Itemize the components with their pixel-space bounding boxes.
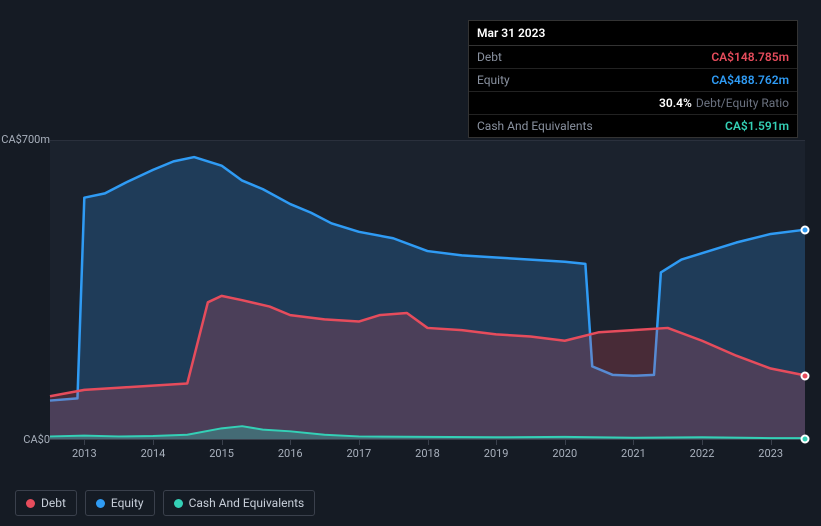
chart-tooltip: Mar 31 2023 DebtCA$148.785mEquityCA$488.… (468, 20, 798, 138)
y-axis-label: CA$700m (1, 133, 50, 146)
x-tick-mark (290, 440, 291, 445)
legend-item-cash[interactable]: Cash And Equivalents (163, 490, 316, 516)
x-tick-mark (153, 440, 154, 445)
x-axis-label: 2014 (141, 447, 166, 460)
x-axis-label: 2015 (209, 447, 234, 460)
tooltip-row-value: CA$488.762m (711, 73, 789, 87)
x-axis-label: 2013 (72, 447, 97, 460)
x-axis-label: 2018 (415, 447, 440, 460)
x-axis-label: 2019 (484, 447, 509, 460)
tooltip-row-label: Debt (477, 50, 711, 64)
x-axis-label: 2020 (552, 447, 577, 460)
x-tick-mark (359, 440, 360, 445)
debt-equity-chart: 2013 2014 2015 2016 2017 2018 2019 2020 2021 2022… (15, 125, 807, 485)
tooltip-row-value: 30.4%Debt/Equity Ratio (659, 96, 789, 110)
x-axis-label: 2021 (621, 447, 646, 460)
legend-dot-icon (174, 499, 183, 508)
tooltip-date: Mar 31 2023 (469, 21, 797, 46)
y-axis-label: CA$0 (23, 433, 50, 446)
tooltip-row: 30.4%Debt/Equity Ratio (469, 92, 797, 115)
series-end-marker-equity (801, 226, 810, 235)
x-tick-mark (84, 440, 85, 445)
x-tick-mark (565, 440, 566, 445)
legend-dot-icon (96, 499, 105, 508)
legend-item-label: Equity (111, 496, 144, 510)
x-tick-mark (496, 440, 497, 445)
x-tick-mark (428, 440, 429, 445)
series-end-marker-cash (801, 435, 810, 444)
chart-legend: Debt Equity Cash And Equivalents (15, 490, 315, 516)
legend-item-label: Debt (41, 496, 66, 510)
x-tick-mark (702, 440, 703, 445)
legend-item-debt[interactable]: Debt (15, 490, 77, 516)
legend-item-label: Cash And Equivalents (189, 496, 305, 510)
x-tick-mark (771, 440, 772, 445)
tooltip-row-label: Equity (477, 73, 711, 87)
tooltip-row-label (477, 96, 659, 110)
tooltip-row: EquityCA$488.762m (469, 69, 797, 92)
chart-plot-area[interactable] (50, 140, 805, 440)
x-tick-mark (222, 440, 223, 445)
x-axis: 2013 2014 2015 2016 2017 2018 2019 2020 2021 2022… (50, 445, 805, 465)
tooltip-row-value: CA$148.785m (711, 50, 789, 64)
legend-item-equity[interactable]: Equity (85, 490, 155, 516)
x-tick-mark (633, 440, 634, 445)
gridline (50, 140, 805, 141)
series-end-marker-debt (801, 372, 810, 381)
legend-dot-icon (26, 499, 35, 508)
x-axis-label: 2016 (278, 447, 303, 460)
x-axis-label: 2023 (758, 447, 783, 460)
x-axis-label: 2017 (346, 447, 371, 460)
tooltip-row: DebtCA$148.785m (469, 46, 797, 69)
x-axis-label: 2022 (690, 447, 715, 460)
